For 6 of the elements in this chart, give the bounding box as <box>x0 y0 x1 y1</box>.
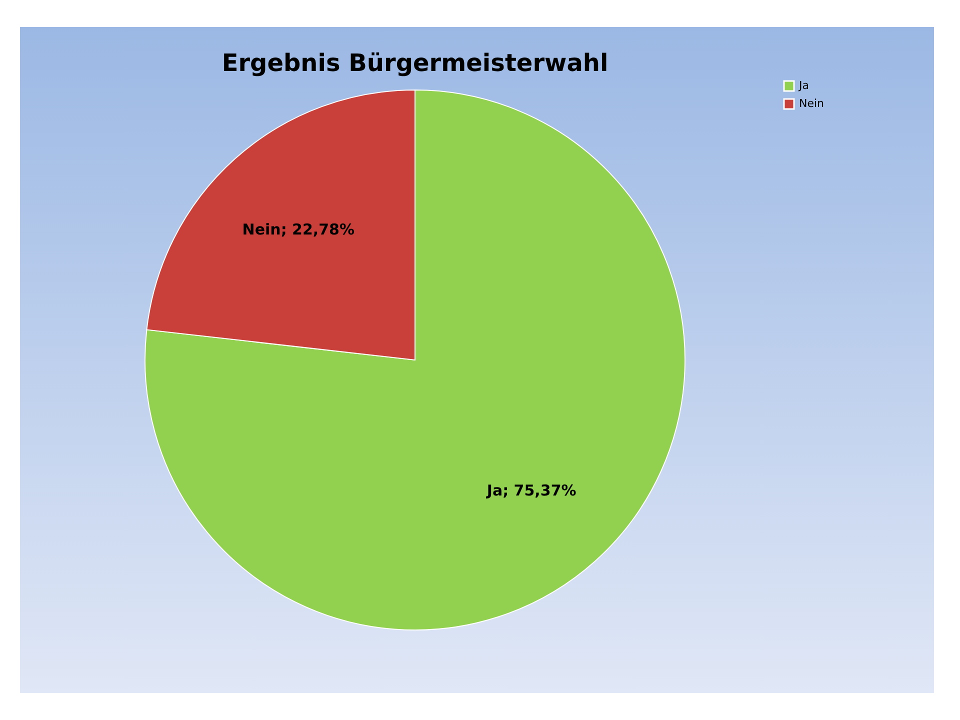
chart-title: Ergebnis Bürgermeisterwahl <box>222 49 608 77</box>
pie-slice <box>144 90 686 630</box>
data-label: Ja; 75,37% <box>486 482 576 500</box>
legend-label: Ja <box>798 79 809 92</box>
legend-label: Nein <box>799 97 824 110</box>
data-label: Nein; 22,78% <box>242 220 355 238</box>
